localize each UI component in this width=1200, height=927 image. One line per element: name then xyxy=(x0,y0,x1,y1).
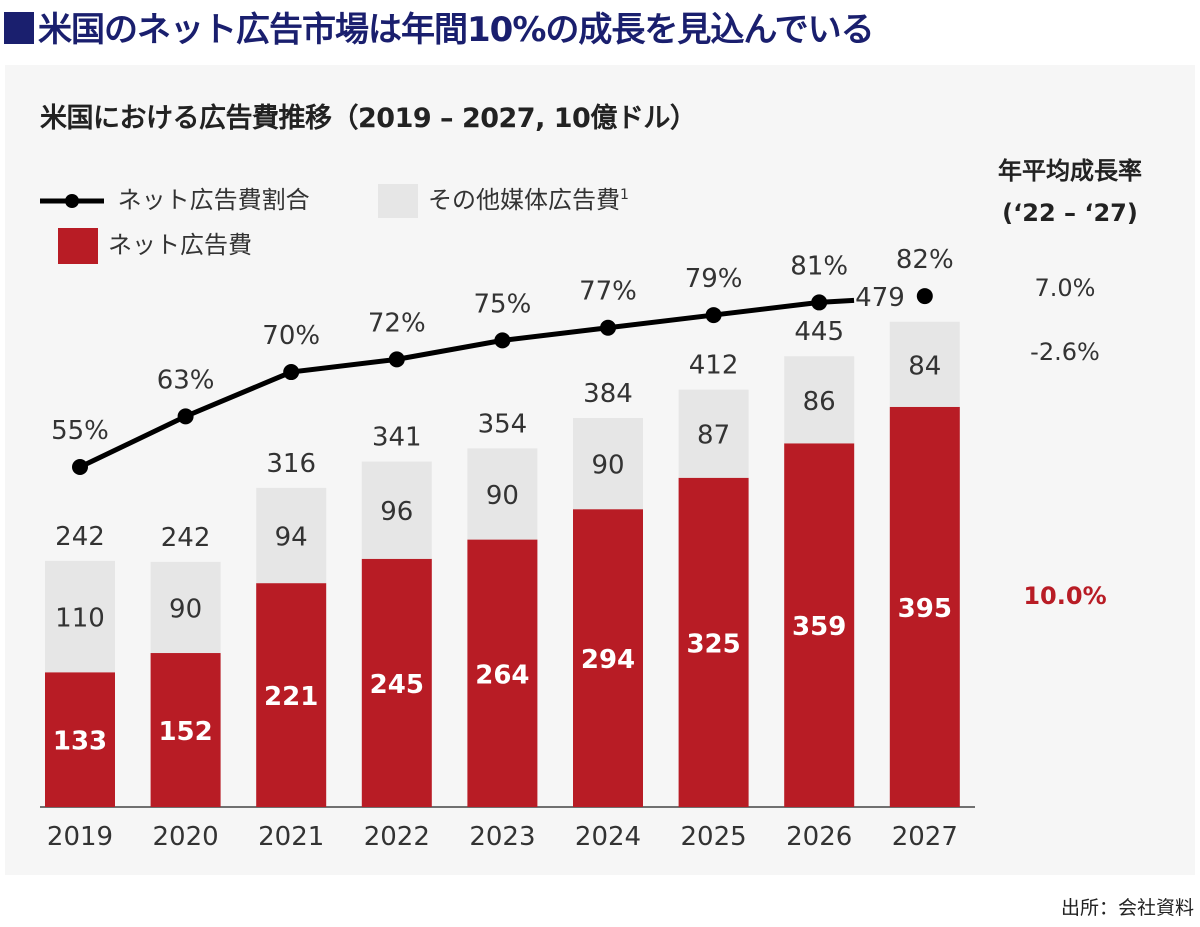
share-point xyxy=(811,294,828,311)
net-value-label: 245 xyxy=(370,670,424,700)
cagr-title-line2: (‘22 – ‘27) xyxy=(1002,199,1138,227)
share-value-label: 75% xyxy=(474,289,532,319)
share-value-label: 82% xyxy=(896,245,954,275)
share-point xyxy=(600,319,616,336)
net-value-label: 152 xyxy=(158,717,212,747)
x-tick-label: 2023 xyxy=(469,822,535,852)
x-tick-label: 2020 xyxy=(153,822,219,852)
net-value-label: 359 xyxy=(792,612,846,642)
net-bar xyxy=(784,443,855,807)
other-value-label: 96 xyxy=(380,497,413,527)
total-value-label: 445 xyxy=(794,317,844,347)
net-bar xyxy=(573,509,643,807)
legend-net-label: ネット広告費 xyxy=(108,231,252,259)
net-value-label: 325 xyxy=(686,629,740,659)
share-value-label: 81% xyxy=(790,251,848,281)
other-value-label: 84 xyxy=(908,351,941,381)
net-value-label: 221 xyxy=(264,682,318,712)
share-point xyxy=(388,351,405,368)
x-tick-label: 2022 xyxy=(364,822,430,852)
net-value-label: 133 xyxy=(53,727,107,757)
other-bar xyxy=(467,448,538,540)
other-value-label: 110 xyxy=(55,604,105,634)
headline-text: 米国のネット広告市場は年間10%の成長を見込んでいる xyxy=(38,10,875,50)
share-value-label: 63% xyxy=(157,365,215,395)
headline: 米国のネット広告市場は年間10%の成長を見込んでいる xyxy=(4,2,875,51)
total-value-label: 242 xyxy=(161,523,211,553)
legend-net: ネット広告費 xyxy=(58,225,252,264)
share-point xyxy=(177,408,194,425)
net-value-label: 294 xyxy=(581,645,635,675)
total-value-label: 341 xyxy=(372,423,422,453)
other-bar xyxy=(150,561,221,654)
x-tick-label: 2026 xyxy=(786,822,852,852)
other-value-label: 90 xyxy=(486,481,519,511)
square-bullet-icon xyxy=(4,12,34,44)
line-marker-icon xyxy=(40,194,104,208)
total-value-label: 354 xyxy=(478,409,528,439)
net-bar xyxy=(467,539,538,807)
share-value-label: 77% xyxy=(579,277,637,307)
share-value-label: 79% xyxy=(685,264,743,294)
other-value-label: 94 xyxy=(275,523,308,553)
share-point xyxy=(283,364,300,381)
net-value-label: 395 xyxy=(898,594,952,624)
x-tick-label: 2019 xyxy=(47,822,113,852)
cagr-title-line1: 年平均成長率 xyxy=(998,157,1142,185)
other-value-label: 90 xyxy=(591,451,624,481)
other-bar xyxy=(784,356,855,444)
legend-net-swatch xyxy=(58,228,98,264)
x-tick-label: 2025 xyxy=(681,822,747,852)
other-value-label: 90 xyxy=(169,594,202,624)
net-bar xyxy=(150,653,221,807)
total-value-label: 316 xyxy=(266,449,316,479)
legend-other-swatch xyxy=(378,184,418,218)
net-bar xyxy=(361,558,432,807)
other-bar xyxy=(256,487,327,584)
legend-share: ネット広告費割合 xyxy=(40,180,310,216)
source-note: 出所：会社資料 xyxy=(1060,897,1194,919)
total-value-label: 479 xyxy=(855,283,905,313)
total-value-label: 384 xyxy=(583,379,633,409)
total-value-label: 412 xyxy=(689,351,739,381)
net-bar xyxy=(678,477,749,807)
x-tick-label: 2027 xyxy=(892,822,958,852)
share-point xyxy=(72,459,88,475)
other-bar xyxy=(889,321,960,407)
footnote-marker: 1 xyxy=(620,187,629,203)
other-bar xyxy=(45,560,115,673)
share-value-label: 70% xyxy=(262,321,320,351)
net-bar xyxy=(256,583,327,807)
cagr-net: 10.0% xyxy=(1023,582,1107,610)
share-value-label: 72% xyxy=(368,308,426,338)
share-point xyxy=(705,307,722,324)
legend-share-label: ネット広告費割合 xyxy=(117,186,310,214)
share-point xyxy=(494,332,511,349)
other-bar xyxy=(678,389,749,478)
cagr-other: -2.6% xyxy=(1030,338,1100,366)
other-value-label: 87 xyxy=(697,421,730,451)
total-value-label: 242 xyxy=(55,522,105,552)
legend-other: その他媒体広告費1 xyxy=(378,180,629,218)
cagr-title: 年平均成長率 (‘22 – ‘27) xyxy=(960,150,1180,234)
legend-other-label: その他媒体広告費 xyxy=(428,186,620,214)
net-value-label: 264 xyxy=(475,660,529,690)
other-value-label: 86 xyxy=(803,387,836,417)
share-value-label: 55% xyxy=(51,416,109,446)
net-bar xyxy=(889,406,960,807)
cagr-share: 7.0% xyxy=(1034,274,1096,302)
other-bar xyxy=(573,418,643,510)
chart-title: 米国における広告費推移（2019 – 2027, 10億ドル） xyxy=(40,103,697,134)
other-bar xyxy=(361,461,432,559)
x-tick-label: 2024 xyxy=(575,822,641,852)
share-point xyxy=(916,288,933,305)
x-tick-label: 2021 xyxy=(258,822,324,852)
net-bar xyxy=(45,672,115,807)
